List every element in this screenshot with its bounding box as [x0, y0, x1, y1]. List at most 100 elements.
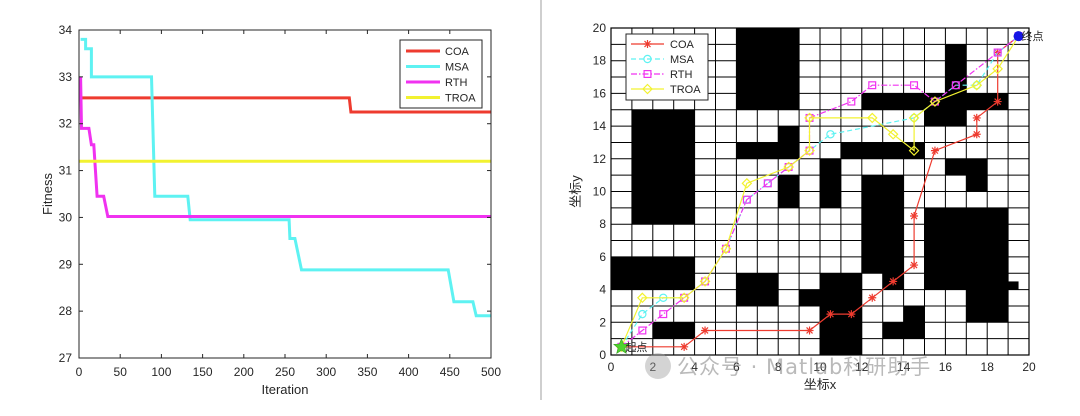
x-tick-label: 10 — [813, 360, 827, 374]
path-point-coa — [701, 326, 710, 335]
path-point-rth — [721, 244, 730, 253]
path-point-troa — [929, 96, 941, 107]
wechat-logo-icon — [645, 353, 671, 379]
path-point-coa — [868, 293, 877, 302]
y-tick-label: 0 — [599, 348, 606, 362]
y-tick-label: 4 — [599, 283, 606, 297]
path-point-rth — [930, 97, 939, 106]
y-tick-label: 18 — [593, 54, 607, 68]
start-point-marker — [613, 337, 630, 354]
legend-label-rth: RTH — [445, 77, 467, 89]
x-tick-label: 150 — [193, 365, 213, 379]
path-line-troa — [620, 35, 1020, 348]
obstacle-block — [1008, 281, 1019, 290]
path-point-coa — [889, 277, 898, 286]
y-axis-label: Fitness — [40, 173, 55, 215]
path-point-rth — [910, 81, 919, 90]
path-point-troa — [887, 128, 899, 140]
path-point-msa — [638, 309, 647, 319]
legend: COA MSA RTH TROA — [399, 39, 483, 109]
path-point-coa — [910, 261, 919, 270]
y-tick-label: 32 — [59, 117, 73, 131]
obstacle-block — [903, 305, 925, 323]
obstacle-block — [736, 273, 779, 306]
obstacle-block — [778, 126, 800, 159]
legend-label-msa: MSA — [670, 54, 695, 66]
watermark: 公众号 · Matlab科研助手 — [645, 352, 931, 380]
y-tick-label: 34 — [59, 23, 73, 37]
obstacle-block — [778, 175, 800, 208]
x-tick-label: 200 — [234, 365, 254, 379]
x-axis-label: 坐标x — [804, 377, 837, 392]
path-point-troa — [720, 243, 732, 255]
path-point-troa — [992, 63, 1003, 75]
x-tick-label: 18 — [981, 360, 995, 374]
series-line-msa — [80, 37, 491, 318]
plot-frame — [610, 27, 1030, 356]
y-tick-label: 10 — [593, 185, 607, 199]
y-tick-label: 8 — [599, 217, 606, 231]
path-point-msa — [643, 54, 652, 64]
x-axis-label: Iteration — [262, 382, 309, 397]
obstacle-block — [882, 322, 925, 339]
legend-label-coa: COA — [445, 46, 470, 58]
path-point-troa — [642, 83, 653, 95]
y-tick-label: 2 — [599, 315, 606, 329]
x-tick-label: 0 — [76, 365, 83, 379]
path-point-coa — [910, 212, 919, 221]
obstacle-block — [820, 158, 841, 208]
obstacle-block — [652, 322, 695, 339]
obstacle-block — [924, 109, 967, 127]
path-point-troa — [637, 292, 648, 304]
convergence-chart: 0 50 100 150 200 250 300 350 400 450 500 27 28 29 30 31… — [40, 23, 501, 397]
obstacle-block — [924, 207, 1009, 290]
legend-label-rth: RTH — [670, 69, 692, 81]
x-tick-label: 450 — [440, 365, 460, 379]
path-point-rth — [868, 81, 877, 90]
obstacle-block — [861, 175, 904, 274]
path-point-troa — [783, 161, 794, 173]
path-point-troa — [908, 145, 920, 156]
path-point-msa — [826, 130, 835, 139]
path-point-coa — [643, 40, 652, 48]
y-tick-label: 12 — [593, 152, 607, 166]
path-point-troa — [971, 79, 983, 91]
x-tick-label: 8 — [775, 360, 782, 374]
x-tick-label: 400 — [399, 365, 419, 379]
path-point-troa — [804, 145, 815, 156]
y-tick-label: 16 — [593, 86, 607, 100]
y-tick-label: 30 — [59, 210, 73, 224]
legend: COA MSA RTH TROA — [625, 33, 709, 101]
y-tick-label: 20 — [593, 21, 607, 35]
obstacle-block — [861, 93, 925, 110]
y-tick-label: 14 — [593, 119, 607, 133]
watermark-text: 公众号 · Matlab科研助手 — [677, 355, 932, 379]
x-tick-label: 350 — [357, 365, 377, 379]
convergence-chart-panel: 0 50 100 150 200 250 300 350 400 450 500 27 28 29 30 31… — [0, 0, 540, 411]
x-tick-label: 250 — [275, 365, 295, 379]
path-point-coa — [972, 113, 981, 122]
x-tick-label: 50 — [114, 365, 128, 379]
x-tick-label: 100 — [151, 365, 171, 379]
path-point-coa — [930, 146, 939, 155]
start-point-label: 起点 — [625, 341, 647, 354]
y-tick-label: 27 — [59, 351, 73, 365]
obstacle-block — [945, 44, 967, 94]
obstacle-block — [945, 158, 988, 176]
x-tick-label: 6 — [733, 360, 740, 374]
path-point-troa — [908, 112, 920, 124]
legend-label-troa: TROA — [445, 93, 476, 105]
obstacle-block — [736, 28, 800, 110]
path-point-troa — [741, 177, 753, 189]
end-point-label: 终点 — [1022, 29, 1044, 43]
path-point-troa — [866, 112, 878, 124]
obstacle-block — [631, 109, 695, 225]
path-point-rth — [763, 179, 772, 188]
x-tick-label: 14 — [897, 360, 911, 374]
path-planning-chart-panel: 起点 终点 0 2 4 6 8 10 12 14 16 18 20 0 2 4 6 8 10 12 14 16 18 20 坐标… — [542, 0, 1080, 411]
path-point-rth — [638, 326, 647, 335]
legend-label-msa: MSA — [445, 62, 470, 74]
path-point-coa — [972, 130, 981, 139]
path-point-rth — [993, 48, 1002, 57]
x-tick-label: 4 — [691, 360, 698, 374]
